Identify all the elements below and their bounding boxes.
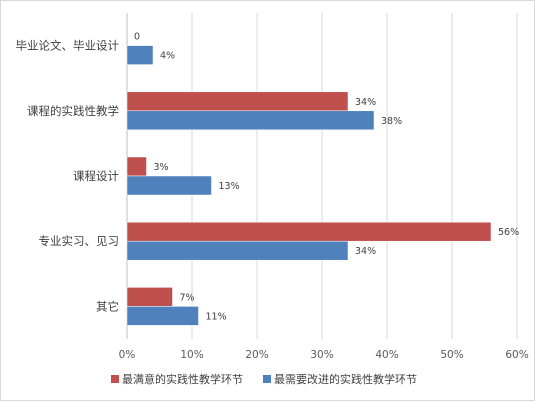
bar-satisfied: [126, 287, 173, 307]
bar-satisfied: [126, 156, 147, 177]
bars: [126, 45, 492, 326]
category-label: 毕业论文、毕业设计: [16, 39, 120, 53]
x-tick-label: 10%: [180, 349, 203, 361]
category-label: 专业实习、见习: [39, 234, 120, 248]
bar-improve: [126, 240, 349, 261]
data-label: 56%: [498, 227, 519, 238]
x-tick-label: 20%: [245, 349, 268, 361]
data-label: 3%: [154, 162, 169, 173]
data-label: 34%: [355, 97, 376, 108]
x-tick-label: 0%: [119, 349, 136, 361]
x-tick-label: 60%: [505, 349, 528, 361]
gridlines: [126, 13, 518, 339]
legend-label: 最需要改进的实践性教学环节: [274, 372, 417, 386]
legend: 最满意的实践性教学环节 最需要改进的实践性教学环节: [111, 372, 417, 386]
bar-improve: [126, 175, 212, 196]
bar-improve: [126, 110, 375, 131]
bar-improve: [126, 306, 199, 326]
data-label: 34%: [355, 246, 376, 257]
data-label: 4%: [160, 51, 175, 62]
data-label: 38%: [381, 116, 402, 127]
x-tick-label: 30%: [310, 349, 333, 361]
legend-swatch: [263, 375, 271, 383]
category-label: 课程的实践性教学: [27, 104, 119, 118]
labels: 0% 10% 20% 30% 40% 50% 60% 毕业论文、毕业设计 0 4% 课程的实践性教学…: [16, 32, 529, 361]
data-label: 0: [134, 32, 140, 43]
bar-satisfied: [126, 221, 492, 242]
data-label: 11%: [206, 311, 227, 322]
legend-swatch: [111, 375, 119, 383]
data-label: 7%: [180, 292, 195, 303]
category-label: 课程设计: [73, 169, 119, 183]
x-tick-label: 50%: [440, 349, 463, 361]
legend-label: 最满意的实践性教学环节: [122, 372, 243, 386]
data-label: 13%: [219, 181, 240, 192]
x-tick-label: 40%: [375, 349, 398, 361]
bar-satisfied: [126, 91, 349, 112]
bar-improve: [126, 45, 154, 65]
category-label: 其它: [96, 299, 119, 313]
